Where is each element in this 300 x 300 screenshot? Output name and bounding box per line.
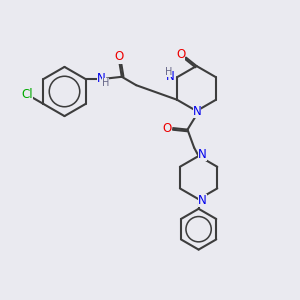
Text: H: H — [165, 67, 172, 77]
Text: Cl: Cl — [21, 88, 32, 101]
Text: N: N — [198, 148, 207, 161]
Text: N: N — [97, 72, 106, 85]
Text: N: N — [198, 194, 207, 207]
Text: O: O — [115, 50, 124, 64]
Text: O: O — [163, 122, 172, 135]
Text: N: N — [193, 105, 202, 118]
Text: N: N — [166, 70, 175, 83]
Text: O: O — [176, 48, 185, 61]
Text: H: H — [102, 78, 109, 88]
